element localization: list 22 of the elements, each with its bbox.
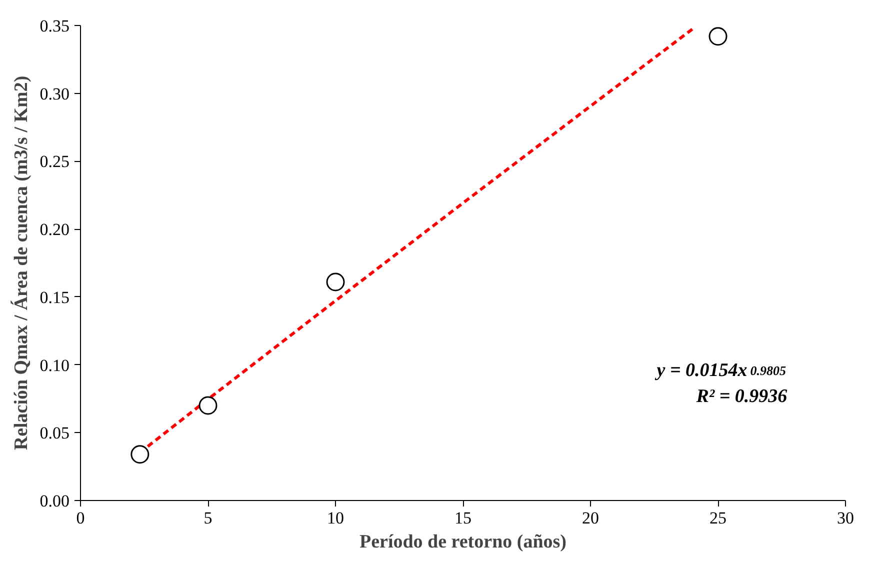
y-tick-label: 0.05 bbox=[40, 424, 70, 443]
point bbox=[708, 27, 728, 46]
y-tick-label: 0.15 bbox=[40, 288, 70, 307]
y-tick-label: 0.10 bbox=[40, 356, 70, 375]
x-tick-label: 25 bbox=[710, 508, 726, 528]
x-tick-label: 5 bbox=[204, 508, 212, 528]
point bbox=[130, 445, 150, 464]
x-tick-label: 10 bbox=[327, 508, 344, 528]
point bbox=[198, 396, 218, 415]
x-tick-label: 30 bbox=[837, 508, 854, 528]
x-tick-label: 20 bbox=[582, 508, 599, 528]
y-axis-title: Relación Qmax / Área de cuenca (m3/s / Km2) bbox=[10, 76, 32, 450]
point bbox=[326, 272, 345, 292]
y-tick-label: 0.35 bbox=[40, 16, 70, 36]
y-tick-label: 0.30 bbox=[40, 84, 70, 104]
annotation: R² = 0.9936 bbox=[695, 386, 788, 407]
y-tick-label: 0.20 bbox=[40, 220, 70, 240]
x-axis-title: Período de retorno (años) bbox=[359, 532, 567, 552]
x-tick-label: 15 bbox=[454, 508, 472, 528]
y-tick-label: 0.00 bbox=[40, 492, 70, 510]
x-tick-label: 0 bbox=[76, 508, 85, 528]
y-tick-label: 0.25 bbox=[40, 152, 70, 172]
